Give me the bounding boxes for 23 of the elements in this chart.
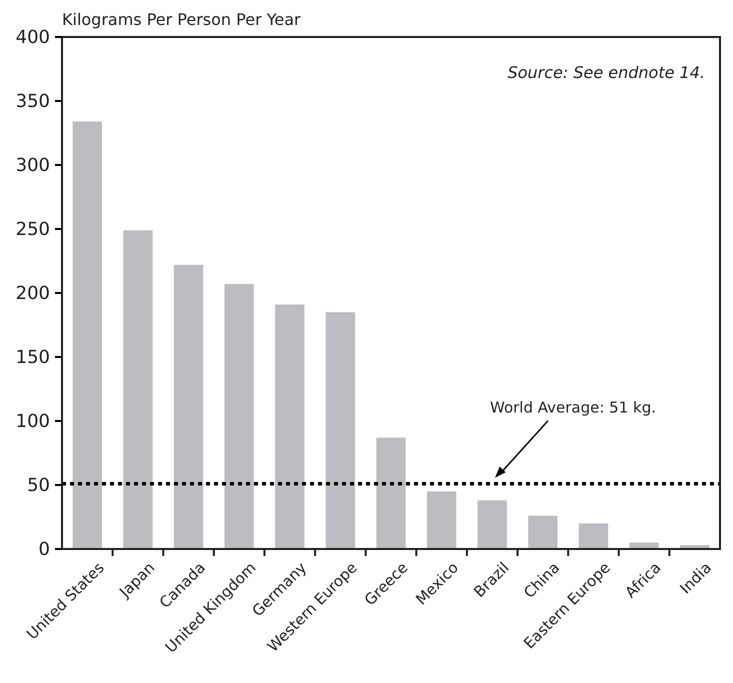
bar <box>123 230 153 549</box>
bar <box>326 312 356 549</box>
ref-line-label: World Average: 51 kg. <box>490 398 656 417</box>
y-tick-label: 250 <box>16 218 50 240</box>
y-tick-label: 300 <box>16 154 50 176</box>
bar <box>72 121 102 549</box>
y-tick-label: 200 <box>16 282 50 304</box>
bar <box>478 500 507 549</box>
y-tick-label: 350 <box>16 90 50 112</box>
bar <box>224 284 254 549</box>
bar <box>275 304 304 549</box>
y-axis-title: Kilograms Per Person Per Year <box>62 10 302 29</box>
annotation: Source: See endnote 14. <box>508 63 705 82</box>
bar <box>426 491 456 549</box>
y-tick-label: 150 <box>16 346 50 368</box>
bar <box>376 438 406 549</box>
y-tick-label: 0 <box>38 538 50 560</box>
bar <box>528 516 558 549</box>
bar <box>578 523 608 549</box>
y-tick-label: 50 <box>27 474 50 496</box>
y-tick-label: 400 <box>16 26 50 48</box>
y-tick-label: 100 <box>16 410 50 432</box>
bar <box>174 264 204 549</box>
